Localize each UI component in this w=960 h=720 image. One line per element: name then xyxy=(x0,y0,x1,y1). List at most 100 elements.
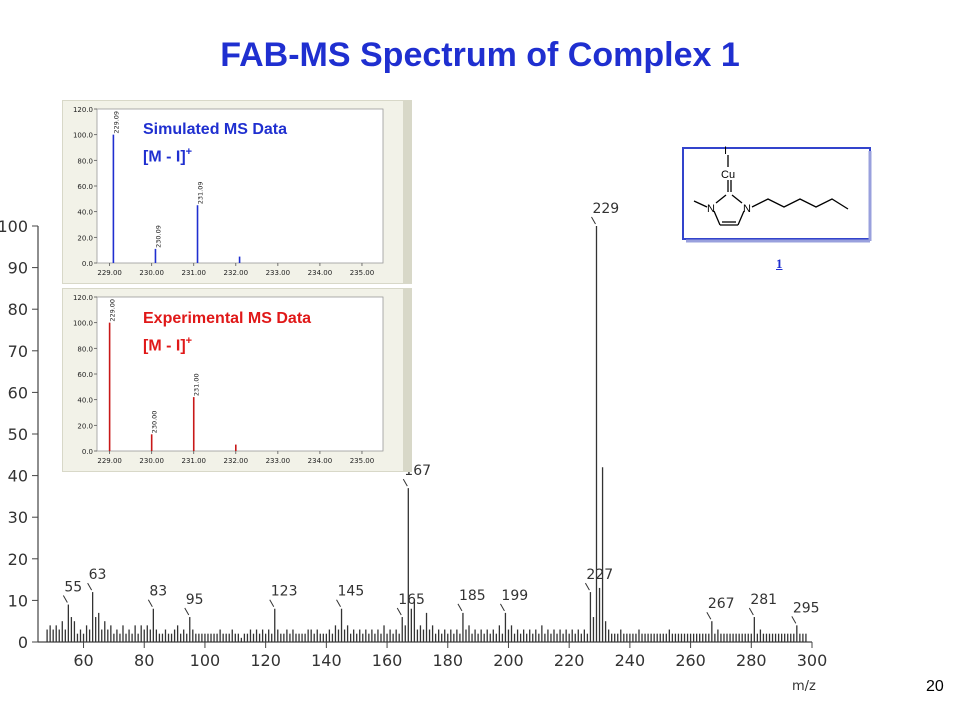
experimental-scroll-strip xyxy=(403,289,411,471)
simulated-ms-inset: 0.0 20.0 40.0 60.0 80.0 100.0 120.0 229.00 230.0… xyxy=(62,100,412,284)
main-x-tick-label: 220 xyxy=(554,651,585,670)
main-x-tick-label: 280 xyxy=(736,651,767,670)
main-x-tick-label: 60 xyxy=(73,651,93,670)
main-x-tick-label: 180 xyxy=(432,651,463,670)
experimental-peak-label: 231.00 xyxy=(193,373,201,396)
experimental-y-tick-label: 80.0 xyxy=(77,345,93,353)
main-x-tick-label: 160 xyxy=(372,651,403,670)
structure-bonds xyxy=(693,155,849,226)
main-peak-label: 267 xyxy=(708,596,735,612)
experimental-plot-area xyxy=(96,296,384,452)
main-peak-label-leader xyxy=(500,603,505,612)
main-x-axis-label: m/z xyxy=(792,679,816,694)
main-y-tick-label: 90 xyxy=(8,259,28,278)
simulated-ms-label: Simulated MS Data [M - I]+ xyxy=(143,119,287,168)
simulated-y-tick-label: 100.0 xyxy=(73,132,93,140)
structure-atom-iodine: I xyxy=(724,145,727,157)
main-peak-label-leader xyxy=(147,599,153,607)
main-x-tick-labels: 60 80 100 120 140 160 180 200 220 240 260 280 300 xyxy=(73,651,827,670)
main-peak-label: 229 xyxy=(592,201,619,217)
main-y-tick-label: 30 xyxy=(8,508,28,527)
simulated-ms-title: Simulated MS Data xyxy=(143,121,288,138)
simulated-y-tick-label: 80.0 xyxy=(77,157,93,165)
experimental-x-tick-label: 232.00 xyxy=(224,457,249,465)
main-peak-label: 281 xyxy=(750,592,777,608)
main-y-tick-labels: 0 10 20 30 40 50 60 70 80 90 100 xyxy=(0,217,28,652)
simulated-y-tick-label: 20.0 xyxy=(77,234,93,242)
main-peak-label-leader xyxy=(591,216,596,225)
main-axes xyxy=(32,225,813,648)
simulated-y-tick-label: 0.0 xyxy=(82,260,93,268)
experimental-y-tick-label: 40.0 xyxy=(77,397,93,405)
main-peak-label-leader xyxy=(457,603,463,612)
experimental-ms-title: Experimental MS Data xyxy=(143,310,312,327)
main-peak-label: 63 xyxy=(89,567,107,583)
experimental-y-tick-label: 60.0 xyxy=(77,371,93,379)
main-y-tick-label: 80 xyxy=(8,300,28,319)
main-peak-label-leader xyxy=(87,582,93,591)
main-peak-label-leader xyxy=(584,582,590,591)
page-number: 20 xyxy=(926,678,944,695)
main-x-tick-label: 100 xyxy=(190,651,221,670)
main-y-tick-label: 10 xyxy=(8,591,28,610)
main-peak-label-leader xyxy=(184,607,190,616)
simulated-y-tick-label: 120.0 xyxy=(73,106,93,114)
main-peak-label: 145 xyxy=(338,584,365,600)
simulated-plot-area xyxy=(96,108,384,264)
main-peaks xyxy=(46,226,807,642)
simulated-peak-label: 231.09 xyxy=(197,182,205,205)
main-peak-label: 123 xyxy=(271,584,298,600)
simulated-peak-label: 229.09 xyxy=(112,111,120,134)
simulated-x-tick-label: 234.00 xyxy=(308,269,333,277)
compound-number: 1 xyxy=(776,256,783,271)
main-y-tick-label: 0 xyxy=(18,633,28,652)
experimental-ion-label: [M - I]+ xyxy=(143,335,193,355)
main-y-tick-label: 20 xyxy=(8,550,28,569)
main-y-tick-label: 100 xyxy=(0,217,28,236)
simulated-x-tick-label: 229.00 xyxy=(97,269,122,277)
simulated-peak-label: 230.09 xyxy=(154,225,162,248)
experimental-x-tick-label: 229.00 xyxy=(97,457,122,465)
experimental-ms-label: Experimental MS Data [M - I]+ xyxy=(143,308,311,357)
main-peak-label-leader xyxy=(396,607,402,616)
simulated-x-tick-label: 233.00 xyxy=(266,269,291,277)
main-peak-label-leader xyxy=(748,607,754,616)
main-peak-label-leader xyxy=(336,599,341,607)
experimental-peak-label: 229.00 xyxy=(109,299,117,322)
main-y-tick-label: 50 xyxy=(8,425,28,444)
main-y-tick-label: 60 xyxy=(8,383,28,402)
main-y-tick-label: 70 xyxy=(8,342,28,361)
simulated-ion-label: [M - I]+ xyxy=(143,146,193,166)
main-x-tick-label: 260 xyxy=(675,651,706,670)
main-peak-label: 227 xyxy=(586,567,613,583)
experimental-ms-chart: 0.0 20.0 40.0 60.0 80.0 100.0 120.0 229.00 230.0… xyxy=(73,289,411,471)
main-peak-label: 165 xyxy=(398,592,425,608)
simulated-x-tick-label: 231.00 xyxy=(181,269,206,277)
main-peak-label: 295 xyxy=(793,600,820,616)
simulated-y-tick-label: 60.0 xyxy=(77,183,93,191)
experimental-y-tick-label: 120.0 xyxy=(73,294,93,302)
main-peak-label-leader xyxy=(269,599,275,607)
simulated-x-tick-label: 235.00 xyxy=(350,269,375,277)
main-x-tick-label: 240 xyxy=(615,651,646,670)
structure-atom-nitrogen-left: N xyxy=(707,203,715,215)
simulated-x-tick-label: 230.00 xyxy=(139,269,164,277)
simulated-ms-chart: 0.0 20.0 40.0 60.0 80.0 100.0 120.0 229.00 230.0… xyxy=(73,101,411,283)
simulated-scroll-strip xyxy=(403,101,411,283)
main-x-tick-label: 300 xyxy=(797,651,828,670)
main-peak-label: 185 xyxy=(459,588,486,604)
main-peak-label-leader xyxy=(62,595,68,603)
experimental-x-tick-label: 231.00 xyxy=(181,457,206,465)
main-peak-label: 55 xyxy=(64,580,82,596)
main-x-tick-label: 140 xyxy=(311,651,342,670)
main-peak-label-leader xyxy=(402,478,408,487)
slide-title: FAB-MS Spectrum of Complex 1 xyxy=(220,36,740,74)
main-x-tick-label: 80 xyxy=(134,651,154,670)
experimental-y-tick-label: 0.0 xyxy=(82,448,93,456)
main-peak-label: 83 xyxy=(149,584,167,600)
main-peak-label: 199 xyxy=(501,588,528,604)
experimental-peak-label: 230.00 xyxy=(151,411,159,434)
main-peak-label-leader xyxy=(706,611,712,620)
